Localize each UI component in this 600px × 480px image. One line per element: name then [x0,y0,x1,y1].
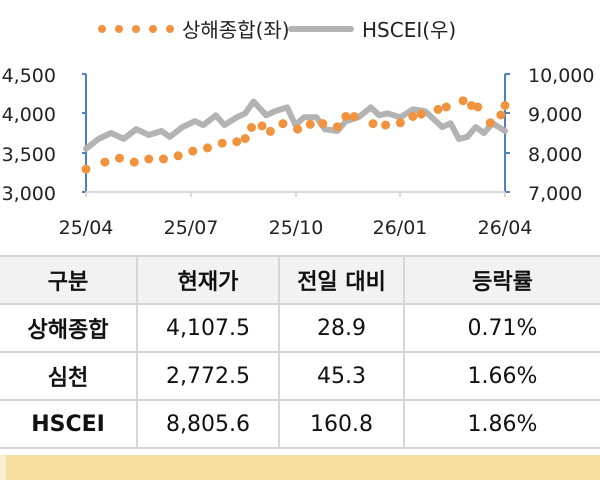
table-row: HSCEI 8,805.6 160.8 1.86% [0,399,600,449]
dual-axis-line-chart: 4,500 4,000 3,500 3,000 10,000 9,000 8,0… [2,65,595,239]
row-price: 8,805.6 [136,399,280,449]
table-row: 상해종합 4,107.5 28.9 0.71% [0,303,600,353]
row-name: HSCEI [0,399,138,449]
row-rate: 1.66% [403,351,600,401]
line-marker-icon [288,25,354,32]
row-price: 4,107.5 [136,303,280,353]
row-change: 28.9 [278,303,405,353]
x-tick-2507: 25/07 [164,217,219,239]
header-category: 구분 [0,255,138,305]
right-tick-9000: 9,000 [528,104,582,126]
row-price: 2,772.5 [136,351,280,401]
x-tick-2504: 25/04 [59,217,114,239]
chart-legend: 상해종합(좌) HSCEI(우) [0,10,600,46]
dotted-marker-icon [98,24,174,33]
row-name: 심천 [0,351,138,401]
x-tick-2604: 26/04 [478,217,533,239]
index-summary-table: 구분 현재가 전일 대비 등락률 상해종합 4,107.5 28.9 0.71%… [0,255,600,449]
legend-item-shanghai: 상해종합(좌) [98,14,290,43]
table-header-row: 구분 현재가 전일 대비 등락률 [0,255,600,305]
legend-label-hscei: HSCEI(우) [362,18,457,42]
legend-item-hscei: HSCEI(우) [288,14,456,43]
shanghai-series-dots [81,96,510,174]
header-rate: 등락률 [403,255,600,305]
left-tick-4500: 4,500 [2,65,56,87]
left-tick-3000: 3,000 [2,183,56,205]
right-tick-7000: 7,000 [528,183,582,205]
row-rate: 0.71% [403,303,600,353]
header-change: 전일 대비 [278,255,405,305]
right-tick-8000: 8,000 [528,144,582,166]
row-change: 45.3 [278,351,405,401]
legend-label-shanghai: 상해종합(좌) [182,18,290,42]
right-tick-10000: 10,000 [528,65,594,87]
hscei-series-line [83,98,508,152]
table-row: 심천 2,772.5 45.3 1.66% [0,351,600,401]
x-tick-2510: 25/10 [269,217,324,239]
left-tick-4000: 4,000 [2,104,56,126]
header-current-price: 현재가 [136,255,280,305]
footer-highlight-strip [0,455,600,480]
x-tick-2601: 26/01 [373,217,428,239]
left-tick-3500: 3,500 [2,144,56,166]
row-rate: 1.86% [403,399,600,449]
row-change: 160.8 [278,399,405,449]
row-name: 상해종합 [0,303,138,353]
